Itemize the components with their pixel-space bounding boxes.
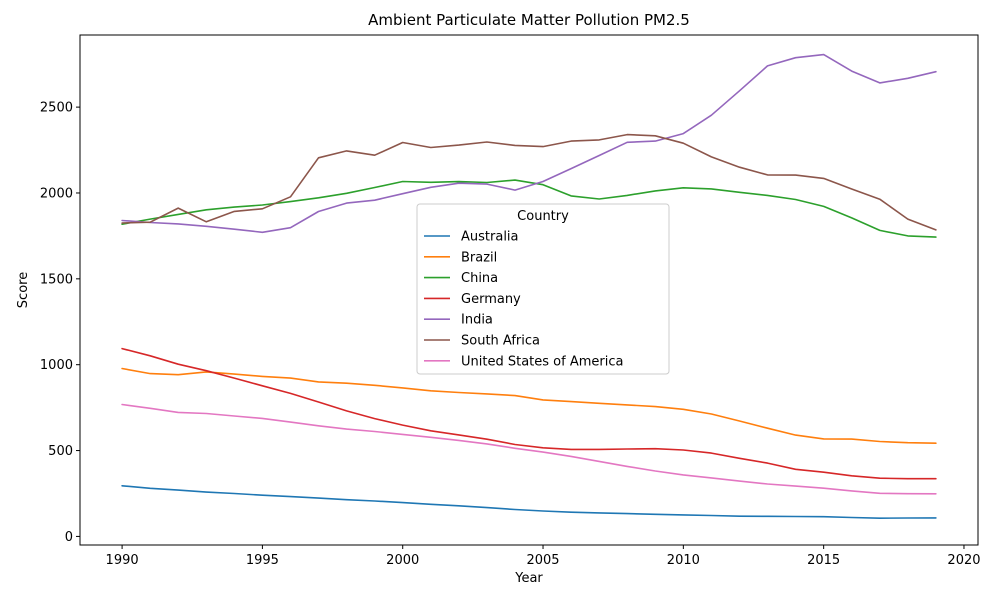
series-line-south-africa [121,133,937,231]
series-line-united-states-of-america [121,403,937,495]
legend-entry: South Africa [461,334,540,349]
series-line-china [121,179,937,238]
y-axis-label: Score [16,272,31,308]
legend-box [416,203,670,375]
series-line-australia [121,485,937,519]
y-tick-label: 0 [65,530,73,545]
x-tick-label: 2020 [947,553,980,568]
legend-entry: Germany [461,292,521,307]
legend-entry: Brazil [461,250,497,265]
x-tick-label: 2015 [807,553,840,568]
y-tick-label: 1000 [40,358,73,373]
series-line-brazil [121,367,937,444]
plot-frame [79,34,979,546]
x-tick-label: 2000 [386,553,419,568]
legend-entry: India [461,313,493,328]
y-axis: 0 500 1000 1500 2000 2500 [40,101,80,545]
legend-items: Australia Brazil China Germany India South Af… [424,230,623,369]
legend-entry: United States of America [461,354,623,369]
y-tick-label: 500 [48,444,73,459]
x-tick-label: 1995 [246,553,279,568]
y-tick-label: 1500 [40,272,73,287]
x-axis-label: Year [514,571,543,586]
legend-entry: China [461,271,498,286]
x-tick-label: 2010 [667,553,700,568]
legend-title: Country [517,209,569,224]
series-line-india [121,53,937,234]
x-tick-label: 2005 [526,553,559,568]
chart-title: Ambient Particulate Matter Pollution PM2… [368,11,690,29]
x-axis: 1990 1995 2000 2005 2010 2015 2020 [106,545,981,568]
legend: Country Australia Brazil China Germany India… [416,203,670,375]
y-tick-label: 2000 [40,186,73,201]
series-layer [121,53,937,519]
y-tick-label: 2500 [40,101,73,116]
series-line-germany [121,347,937,480]
x-tick-label: 1990 [106,553,139,568]
legend-entry: Australia [461,230,519,245]
